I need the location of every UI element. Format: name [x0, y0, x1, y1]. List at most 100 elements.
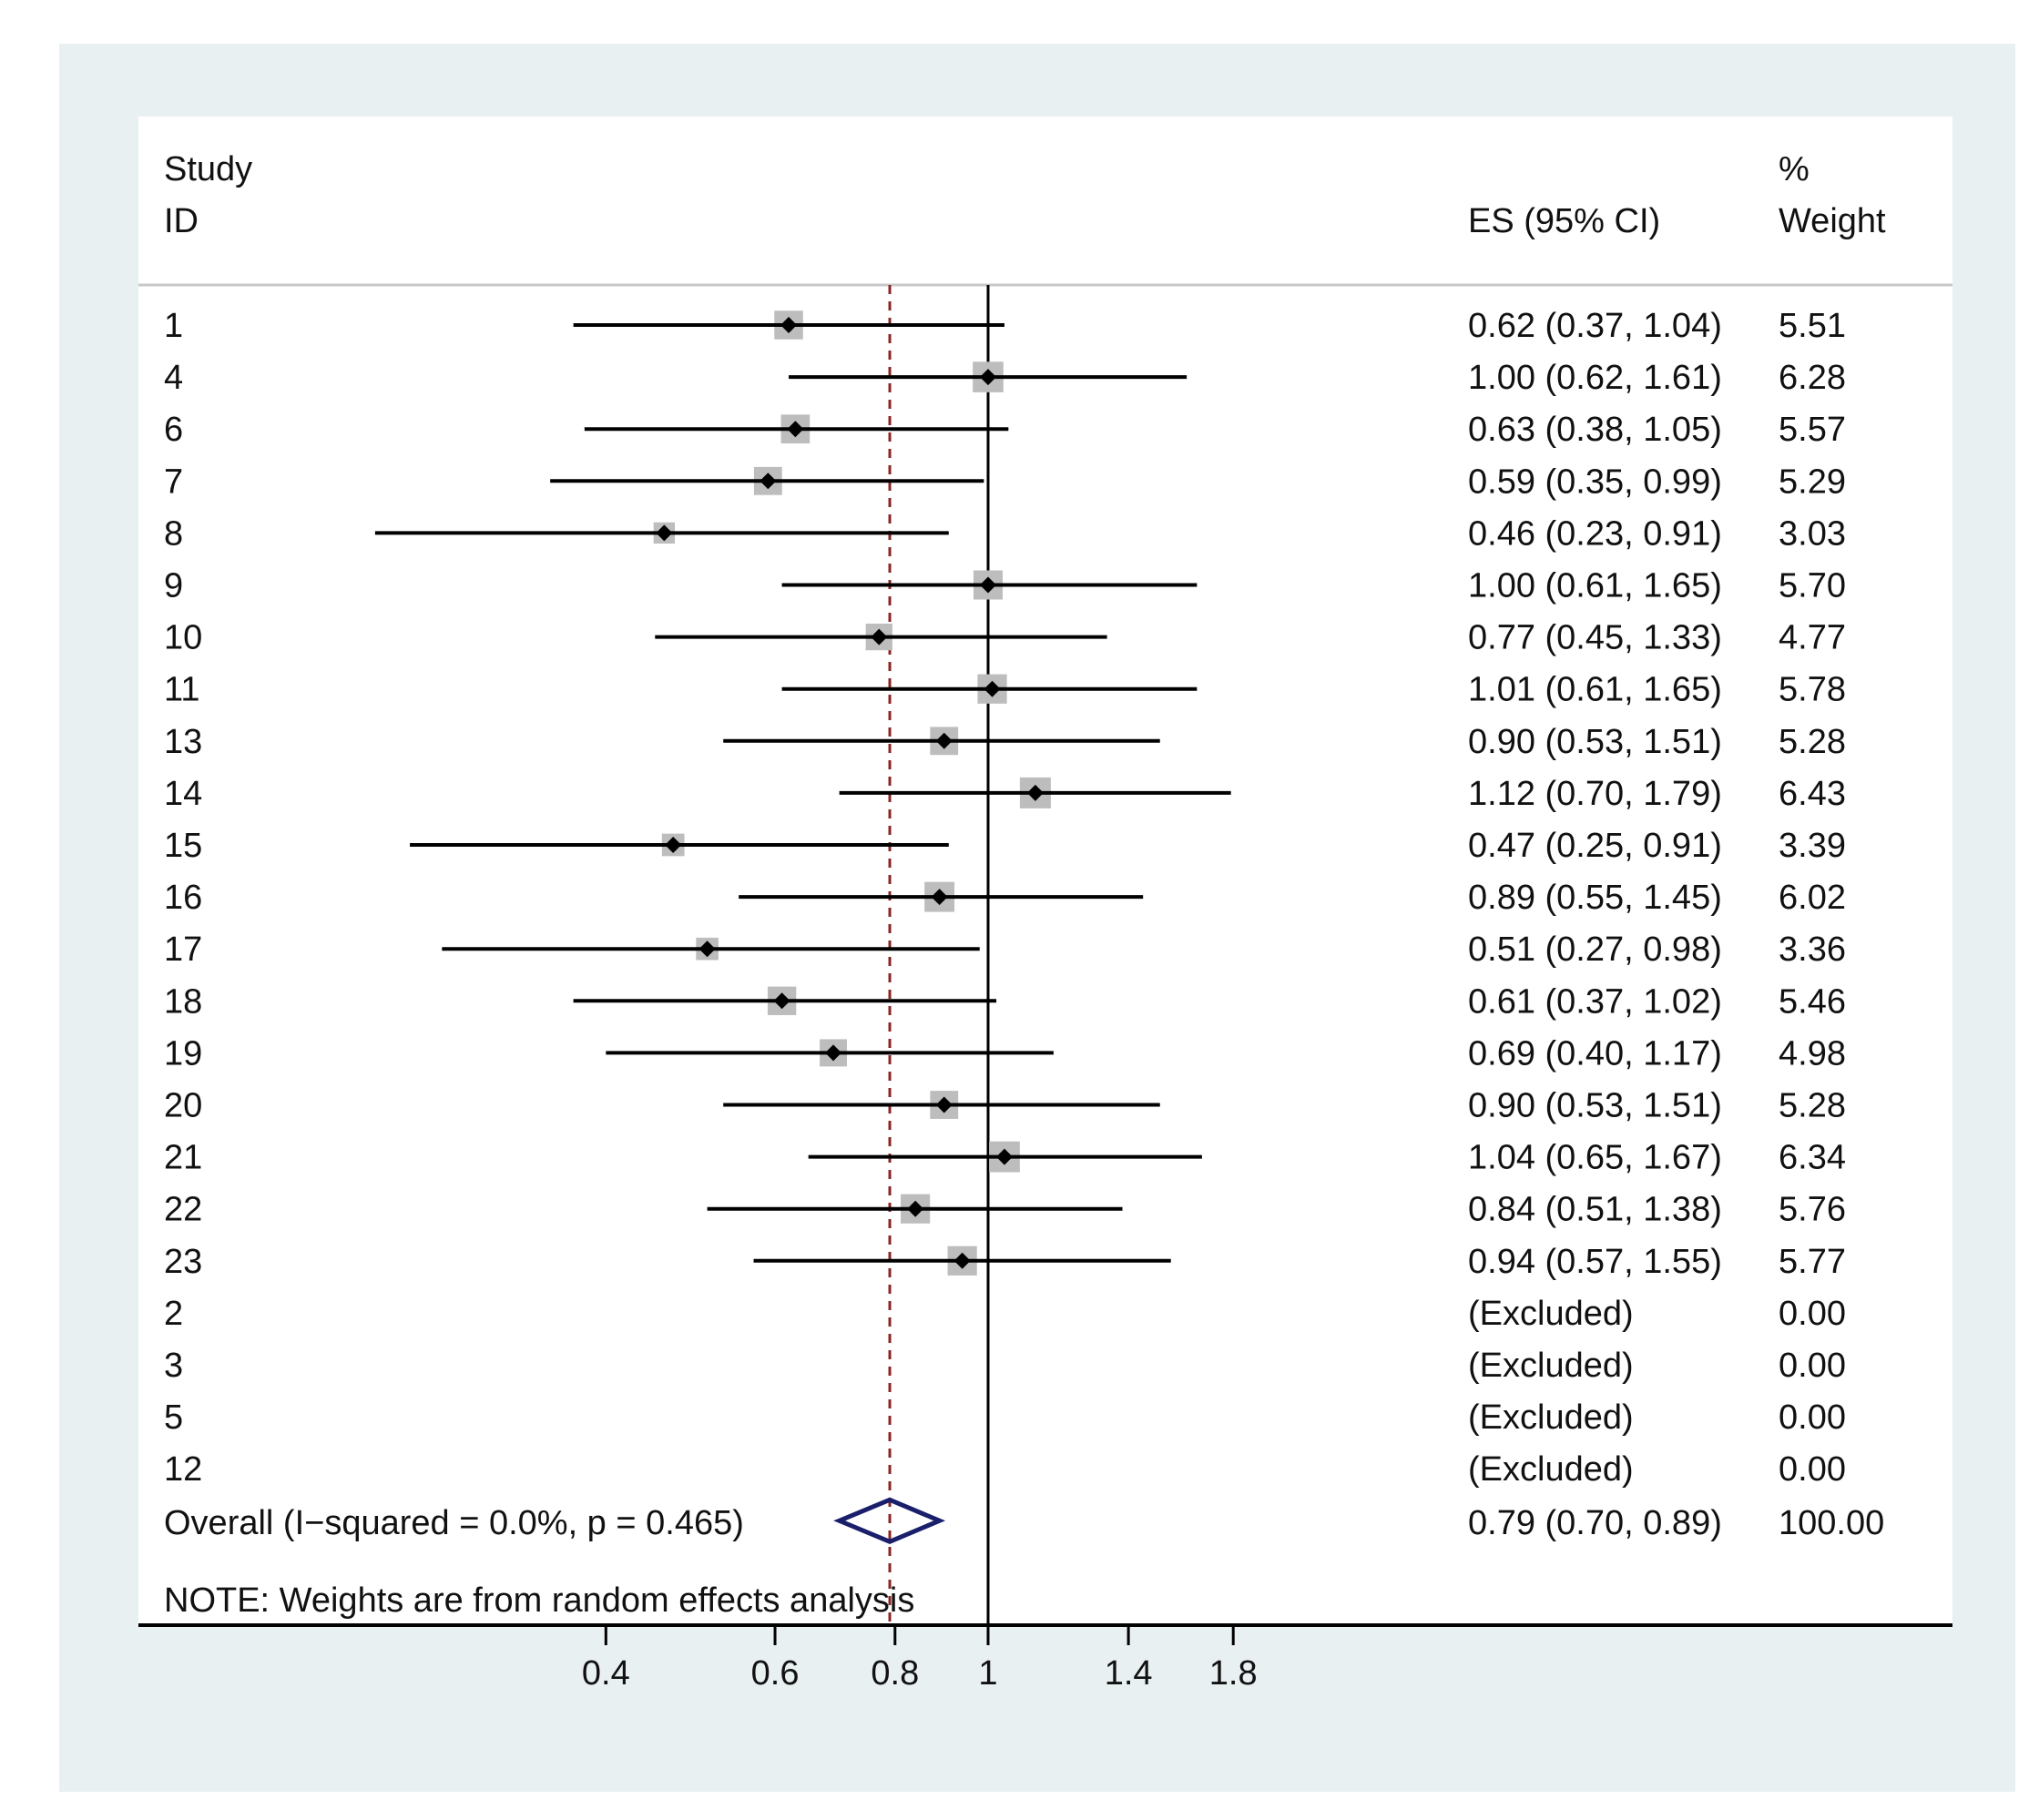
study-es-text: 0.46 (0.23, 0.91): [1468, 514, 1722, 553]
study-point-estimate: [980, 576, 996, 594]
study-id-label: 19: [164, 1034, 202, 1073]
study-weight-text: 0.00: [1779, 1295, 1846, 1333]
study-id-label: 23: [164, 1243, 202, 1281]
x-axis-tick-label: 1.8: [1209, 1654, 1258, 1693]
study-markers: [374, 310, 1231, 1545]
study-es-text: 0.89 (0.55, 1.45): [1468, 879, 1722, 917]
x-axis-tick-label: 1.4: [1105, 1654, 1153, 1693]
study-weight-text: 5.70: [1779, 567, 1846, 605]
study-weight-text: 5.29: [1779, 463, 1846, 501]
study-id-label: 6: [164, 411, 183, 449]
study-point-estimate: [935, 1096, 953, 1113]
study-weight-text: 6.43: [1779, 775, 1846, 813]
study-point-estimate: [931, 889, 948, 906]
study-es-text: 0.63 (0.38, 1.05): [1468, 411, 1722, 449]
study-weight-text: 0.00: [1779, 1347, 1846, 1385]
study-id-label: 3: [164, 1347, 183, 1385]
study-point-estimate: [825, 1044, 842, 1062]
x-axis-tick-label: 0.8: [871, 1654, 919, 1693]
study-es-text: 1.12 (0.70, 1.79): [1468, 775, 1722, 813]
study-id-label: 9: [164, 567, 183, 605]
study-id-label: 8: [164, 514, 183, 553]
study-es-text: 0.61 (0.37, 1.02): [1468, 982, 1722, 1021]
study-es-text: (Excluded): [1468, 1450, 1634, 1489]
study-point-estimate: [984, 680, 1001, 697]
study-id-label: 21: [164, 1139, 202, 1177]
study-weight-text: 5.57: [1779, 411, 1846, 449]
header-id: ID: [164, 202, 199, 240]
study-point-estimate: [773, 992, 790, 1010]
header-es: ES (95% CI): [1468, 202, 1660, 240]
study-id-label: 22: [164, 1191, 202, 1229]
study-point-estimate: [980, 369, 996, 386]
note-text: NOTE: Weights are from random effects an…: [164, 1581, 914, 1620]
study-weight-text: 4.77: [1779, 619, 1846, 657]
overall-diamond: [833, 1497, 946, 1545]
study-es-text: 0.77 (0.45, 1.33): [1468, 619, 1722, 657]
study-id-label: 14: [164, 775, 202, 813]
study-es-text: 0.90 (0.53, 1.51): [1468, 1087, 1722, 1125]
study-es-text: (Excluded): [1468, 1295, 1634, 1333]
x-axis-tick-label: 0.4: [582, 1654, 630, 1693]
study-id-label: 7: [164, 463, 183, 501]
study-point-estimate: [665, 837, 682, 853]
study-weight-text: 6.34: [1779, 1139, 1846, 1177]
study-es-text: 0.69 (0.40, 1.17): [1468, 1034, 1722, 1073]
study-es-text: 0.90 (0.53, 1.51): [1468, 723, 1722, 761]
study-es-text: (Excluded): [1468, 1398, 1634, 1437]
study-es-text: 0.59 (0.35, 0.99): [1468, 463, 1722, 501]
study-weight-text: 5.28: [1779, 723, 1846, 761]
study-point-estimate: [787, 421, 804, 438]
study-rows: 1 0.62 (0.37, 1.04) 5.51 4 1.00 (0.62, 1.61)…: [164, 307, 1846, 1489]
study-es-text: 1.00 (0.61, 1.65): [1468, 567, 1722, 605]
study-weight-text: 5.78: [1779, 671, 1846, 709]
study-es-text: 0.47 (0.25, 0.91): [1468, 827, 1722, 865]
x-axis: 0.4 0.6 0.8 1 1.4 1.8: [582, 1625, 1258, 1693]
study-point-estimate: [871, 628, 888, 646]
study-id-label: 5: [164, 1398, 183, 1437]
study-id-label: 12: [164, 1450, 202, 1489]
overall-es-text: 0.79 (0.70, 0.89): [1468, 1504, 1722, 1542]
plot-area: [138, 117, 1952, 1625]
study-es-text: 1.00 (0.62, 1.61): [1468, 359, 1722, 397]
study-weight-text: 0.00: [1779, 1398, 1846, 1437]
study-id-label: 13: [164, 723, 202, 761]
overall-label: Overall (I−squared = 0.0%, p = 0.465): [164, 1504, 744, 1542]
header-weight: Weight: [1779, 202, 1886, 240]
study-es-text: 1.04 (0.65, 1.67): [1468, 1139, 1722, 1177]
study-point-estimate: [907, 1200, 924, 1217]
study-es-text: 1.01 (0.61, 1.65): [1468, 671, 1722, 709]
study-id-label: 16: [164, 879, 202, 917]
study-id-label: 17: [164, 930, 202, 969]
study-weight-text: 5.46: [1779, 982, 1846, 1021]
study-weight-text: 3.36: [1779, 930, 1846, 969]
study-weight-text: 3.03: [1779, 514, 1846, 553]
header-percent: %: [1779, 150, 1810, 188]
study-weight-text: 6.28: [1779, 359, 1846, 397]
study-weight-text: 5.28: [1779, 1087, 1846, 1125]
study-id-label: 15: [164, 827, 202, 865]
study-point-estimate: [656, 524, 673, 542]
study-id-label: 1: [164, 307, 183, 345]
study-weight-text: 5.76: [1779, 1191, 1846, 1229]
x-axis-tick-label: 0.6: [751, 1654, 800, 1693]
study-id-label: 2: [164, 1295, 183, 1333]
study-es-text: 0.62 (0.37, 1.04): [1468, 307, 1722, 345]
study-weight-text: 0.00: [1779, 1450, 1846, 1489]
study-point-estimate: [1026, 784, 1044, 801]
study-point-estimate: [780, 317, 798, 333]
study-point-estimate: [760, 473, 777, 490]
study-weight-text: 5.51: [1779, 307, 1846, 345]
study-id-label: 4: [164, 359, 183, 397]
header-study: Study: [164, 150, 252, 188]
study-id-label: 20: [164, 1087, 202, 1125]
study-es-text: 0.51 (0.27, 0.98): [1468, 930, 1722, 969]
study-point-estimate: [698, 941, 716, 958]
study-weight-text: 5.77: [1779, 1243, 1846, 1281]
study-weight-text: 3.39: [1779, 827, 1846, 865]
study-es-text: 0.94 (0.57, 1.55): [1468, 1243, 1722, 1281]
study-id-label: 10: [164, 619, 202, 657]
study-point-estimate: [953, 1252, 971, 1269]
x-axis-tick-label: 1: [978, 1654, 997, 1693]
